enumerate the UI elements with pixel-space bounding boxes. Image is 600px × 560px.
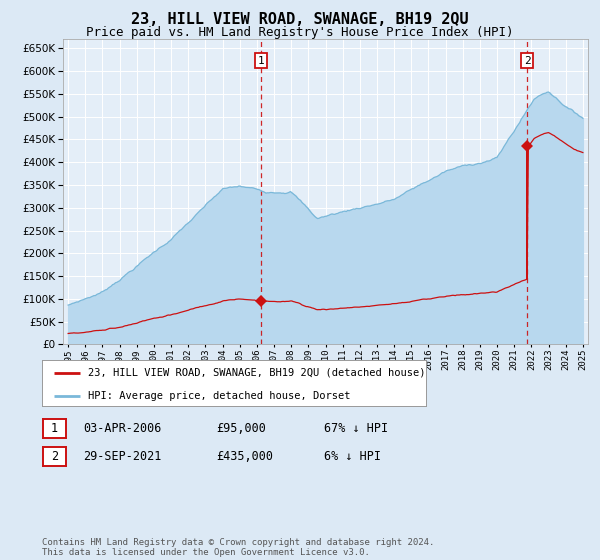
Text: 6% ↓ HPI: 6% ↓ HPI — [324, 450, 381, 463]
Text: 2: 2 — [524, 55, 530, 66]
Text: HPI: Average price, detached house, Dorset: HPI: Average price, detached house, Dors… — [88, 391, 350, 401]
Text: £95,000: £95,000 — [216, 422, 266, 435]
Text: 03-APR-2006: 03-APR-2006 — [83, 422, 161, 435]
Text: 29-SEP-2021: 29-SEP-2021 — [83, 450, 161, 463]
Text: £435,000: £435,000 — [216, 450, 273, 463]
Text: 23, HILL VIEW ROAD, SWANAGE, BH19 2QU (detached house): 23, HILL VIEW ROAD, SWANAGE, BH19 2QU (d… — [88, 368, 425, 378]
Text: 67% ↓ HPI: 67% ↓ HPI — [324, 422, 388, 435]
Text: 1: 1 — [258, 55, 265, 66]
Text: 1: 1 — [51, 422, 58, 435]
Text: 2: 2 — [51, 450, 58, 463]
Text: Price paid vs. HM Land Registry's House Price Index (HPI): Price paid vs. HM Land Registry's House … — [86, 26, 514, 39]
Text: Contains HM Land Registry data © Crown copyright and database right 2024.
This d: Contains HM Land Registry data © Crown c… — [42, 538, 434, 557]
Text: 23, HILL VIEW ROAD, SWANAGE, BH19 2QU: 23, HILL VIEW ROAD, SWANAGE, BH19 2QU — [131, 12, 469, 27]
